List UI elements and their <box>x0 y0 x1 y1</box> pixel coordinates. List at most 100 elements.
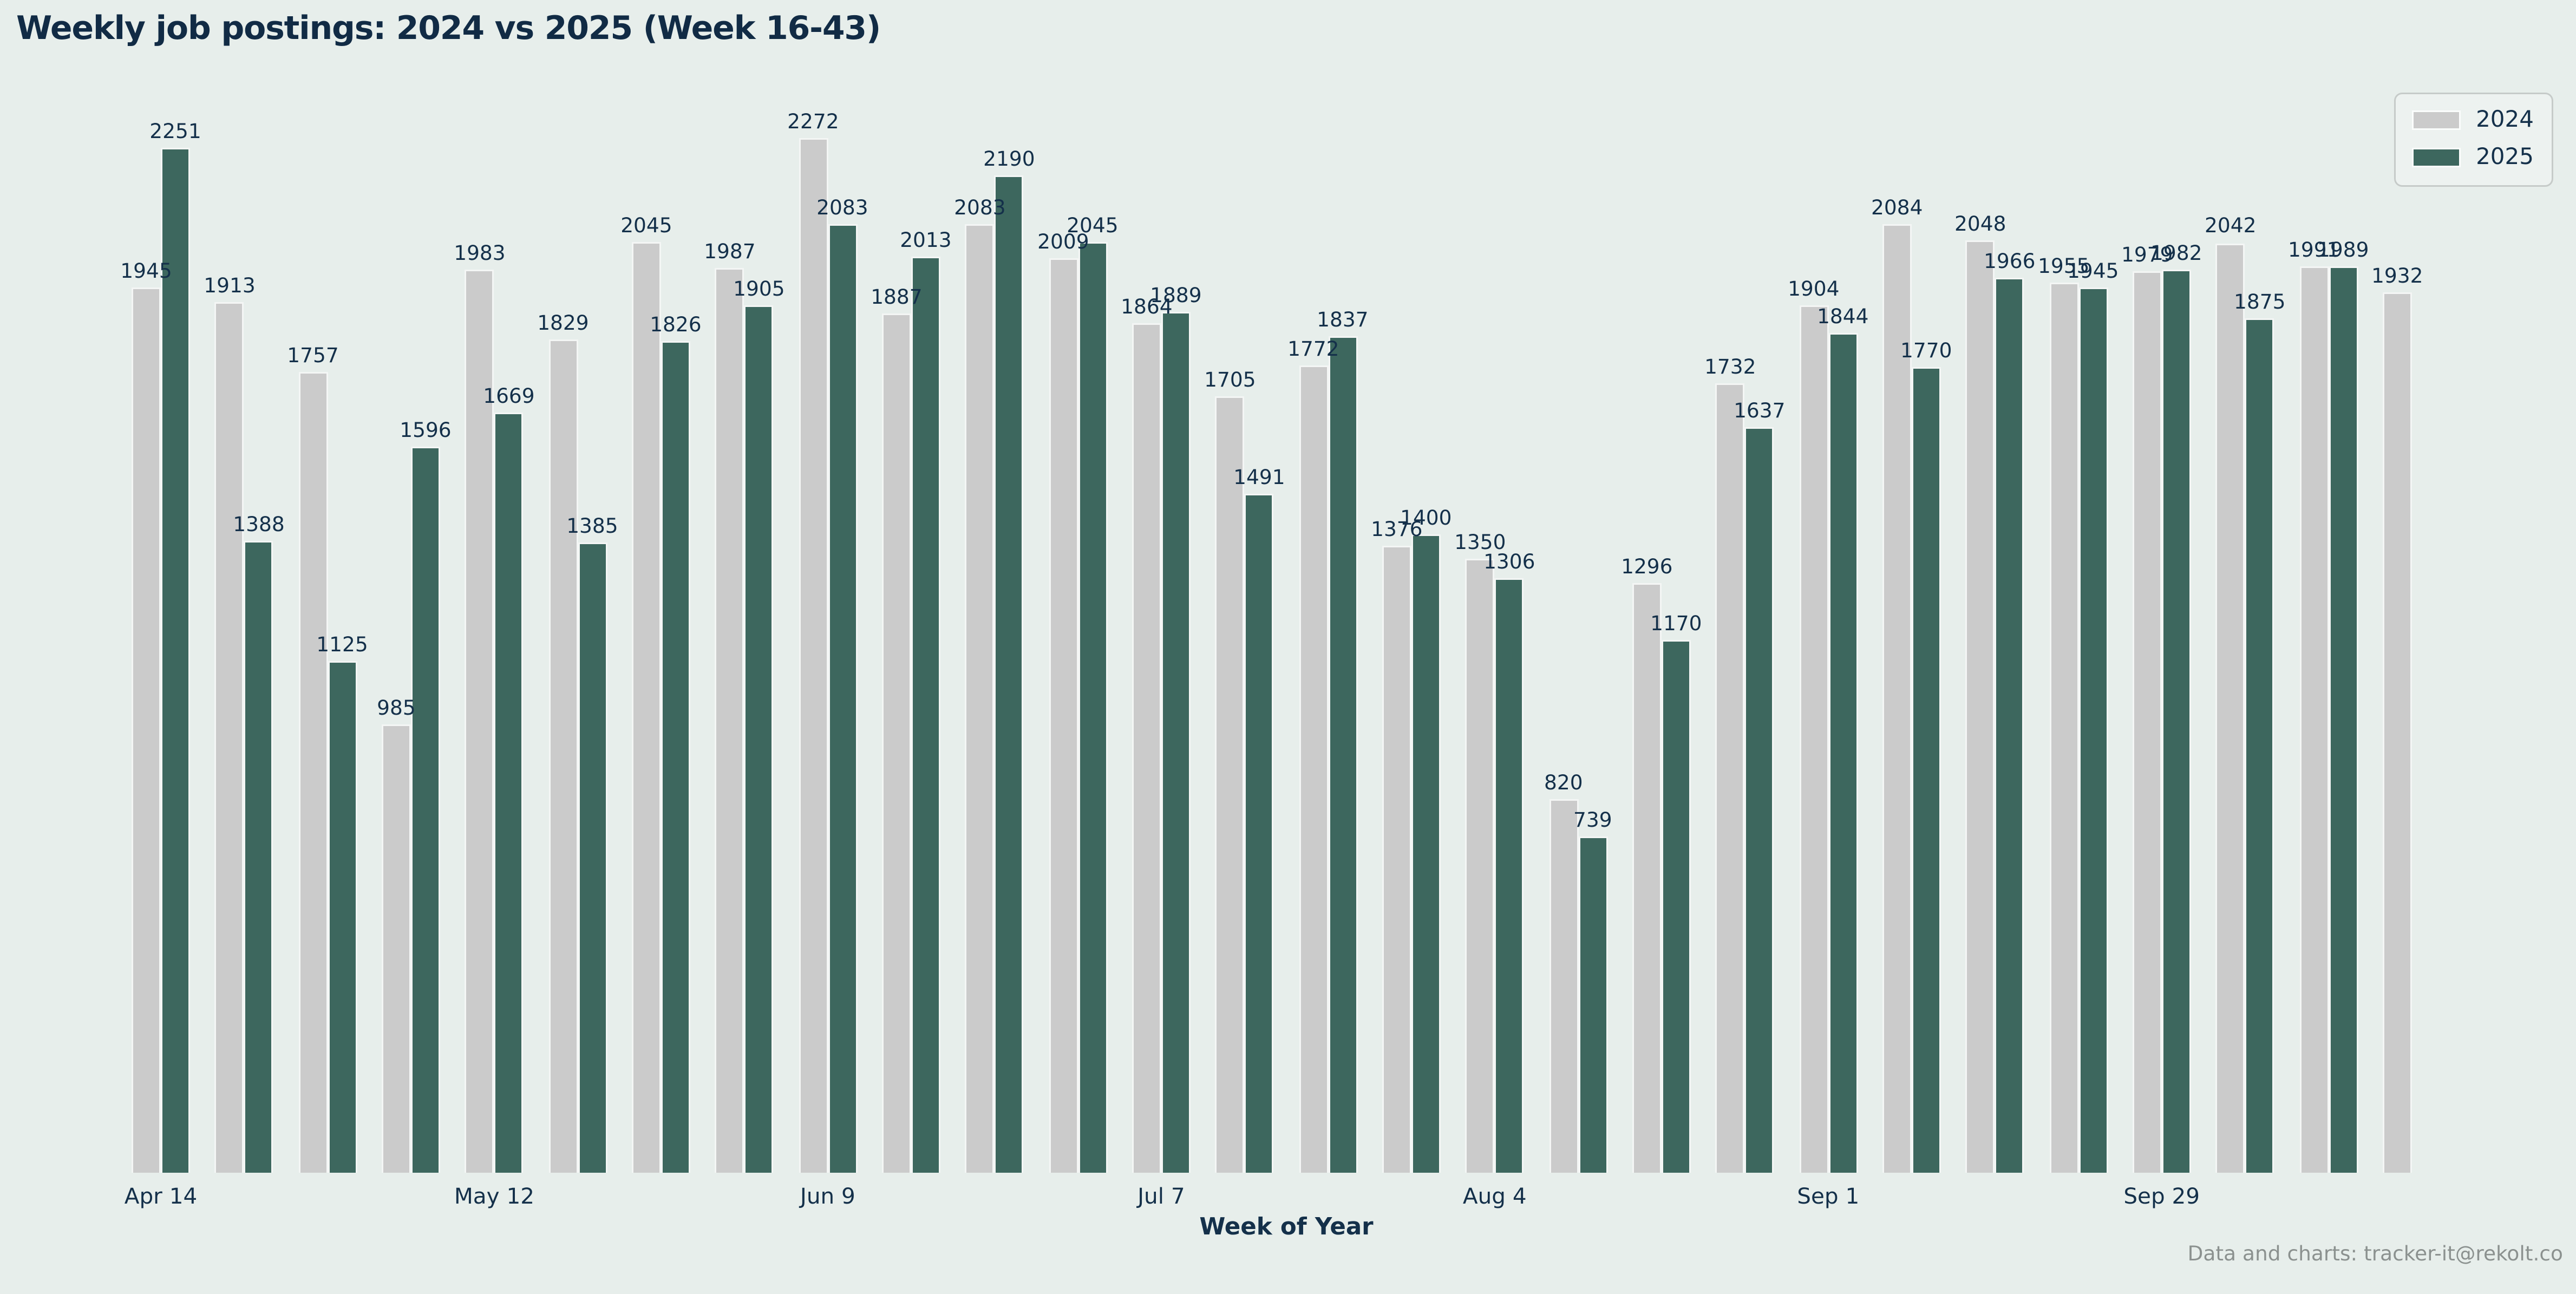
value-label-2025-group-13: 1491 <box>1233 464 1285 489</box>
x-axis-title: Week of Year <box>1199 1215 1374 1241</box>
bar-2024-group-1 <box>214 301 244 1173</box>
bar-2024-group-27 <box>2382 292 2412 1173</box>
legend: 2024 2025 <box>2395 93 2553 187</box>
bar-2024-group-21 <box>1882 224 1912 1173</box>
value-label-2024-group-16: 1350 <box>1454 528 1506 553</box>
bar-2024-group-13 <box>1215 396 1245 1173</box>
bar-2025-group-14 <box>1328 336 1357 1173</box>
bar-2024-group-14 <box>1298 365 1328 1173</box>
bar-2025-group-21 <box>1911 367 1941 1173</box>
bar-2025-group-7 <box>744 305 774 1173</box>
bar-2024-group-23 <box>2049 282 2078 1173</box>
legend-swatch-2024 <box>2412 110 2462 130</box>
value-label-2024-group-4: 1983 <box>454 240 506 265</box>
bar-2025-group-23 <box>2078 287 2108 1173</box>
bar-2025-group-15 <box>1411 535 1441 1173</box>
bar-2024-group-26 <box>2299 266 2329 1173</box>
bar-2024-group-12 <box>1132 324 1161 1173</box>
bar-2025-group-8 <box>827 224 857 1173</box>
value-label-2024-group-27: 1932 <box>2371 263 2423 288</box>
value-label-2024-group-10: 2083 <box>954 194 1006 219</box>
x-tick-jul-7: Jul 7 <box>1137 1184 1185 1210</box>
bar-2025-group-13 <box>1244 493 1274 1173</box>
bar-2024-group-22 <box>1965 240 1995 1173</box>
value-label-2025-group-1: 1388 <box>233 511 285 536</box>
value-label-2025-group-25: 1875 <box>2234 289 2286 314</box>
bar-2025-group-0 <box>161 147 190 1173</box>
value-label-2024-group-6: 2045 <box>620 212 672 237</box>
value-label-2025-group-22: 1966 <box>1984 248 2036 273</box>
value-label-2025-group-16: 1306 <box>1483 548 1535 573</box>
bar-2024-group-0 <box>132 287 161 1173</box>
bar-2025-group-25 <box>2245 318 2274 1173</box>
value-label-2025-group-14: 1837 <box>1317 306 1369 331</box>
bar-2025-group-11 <box>1077 241 1107 1173</box>
bar-2024-group-15 <box>1382 546 1411 1173</box>
value-label-2024-group-9: 1887 <box>871 284 923 309</box>
value-label-2025-group-11: 2045 <box>1067 212 1119 237</box>
value-label-2025-group-6: 1826 <box>650 312 702 337</box>
bar-2025-group-18 <box>1661 639 1691 1173</box>
bar-2025-group-22 <box>1995 277 2024 1173</box>
value-label-2025-group-19: 1637 <box>1734 398 1786 423</box>
bar-2024-group-10 <box>965 224 995 1173</box>
x-tick-jun-9: Jun 9 <box>800 1184 855 1210</box>
bar-2025-group-19 <box>1744 427 1774 1173</box>
value-label-2024-group-3: 985 <box>377 695 416 720</box>
bar-2024-group-8 <box>798 138 828 1173</box>
value-label-2024-group-11: 2009 <box>1037 228 1089 253</box>
value-label-2024-group-22: 2048 <box>1954 211 2006 236</box>
bar-2025-group-12 <box>1161 312 1191 1173</box>
value-label-2024-group-25: 2042 <box>2205 213 2257 238</box>
value-label-2025-group-10: 2190 <box>983 146 1035 171</box>
legend-item-2024: 2024 <box>2412 107 2534 133</box>
bar-2025-group-4 <box>494 413 524 1173</box>
x-tick-sep-29: Sep 29 <box>2123 1184 2200 1210</box>
bar-2024-group-16 <box>1465 558 1495 1173</box>
value-label-2025-group-15: 1400 <box>1400 506 1452 531</box>
value-label-2025-group-23: 1945 <box>2067 258 2119 283</box>
bar-2024-group-19 <box>1715 384 1745 1173</box>
value-label-2025-group-2: 1125 <box>316 631 368 656</box>
value-label-2024-group-24: 1979 <box>2121 242 2173 267</box>
legend-swatch-2025 <box>2412 148 2462 167</box>
value-label-2024-group-17: 820 <box>1544 770 1583 795</box>
value-label-2024-group-5: 1829 <box>537 310 589 335</box>
bar-2024-group-9 <box>881 313 911 1173</box>
value-label-2024-group-1: 1913 <box>204 272 256 297</box>
value-label-2025-group-8: 2083 <box>816 194 868 219</box>
value-label-2025-group-18: 1170 <box>1650 610 1702 635</box>
bar-2024-group-2 <box>298 372 328 1173</box>
value-label-2025-group-4: 1669 <box>483 383 535 408</box>
bar-2024-group-25 <box>2215 243 2245 1173</box>
value-label-2024-group-21: 2084 <box>1871 194 1923 219</box>
bar-2025-group-6 <box>661 341 690 1173</box>
bar-2024-group-6 <box>631 241 661 1173</box>
x-tick-apr-14: Apr 14 <box>124 1184 198 1210</box>
value-label-2024-group-20: 1904 <box>1788 276 1840 301</box>
x-tick-sep-1: Sep 1 <box>1797 1184 1860 1210</box>
bar-2024-group-17 <box>1548 799 1578 1173</box>
value-label-2024-group-19: 1732 <box>1704 355 1756 380</box>
bar-2024-group-18 <box>1632 582 1662 1173</box>
chart-title: Weekly job postings: 2024 vs 2025 (Week … <box>16 8 881 47</box>
value-label-2024-group-2: 1757 <box>287 343 339 368</box>
value-label-2024-group-7: 1987 <box>704 238 756 263</box>
x-tick-aug-4: Aug 4 <box>1462 1184 1527 1210</box>
value-label-2025-group-5: 1385 <box>566 513 618 538</box>
value-label-2024-group-23: 1955 <box>2038 253 2090 278</box>
value-label-2025-group-7: 1905 <box>733 276 785 300</box>
value-label-2025-group-17: 739 <box>1573 807 1612 832</box>
bar-2025-group-5 <box>577 542 607 1173</box>
value-label-2025-group-24: 1982 <box>2150 240 2202 265</box>
legend-item-2025: 2025 <box>2412 145 2534 171</box>
bar-2024-group-3 <box>381 724 411 1173</box>
bar-2024-group-5 <box>548 339 578 1173</box>
legend-label-2025: 2025 <box>2476 145 2534 171</box>
bar-2024-group-7 <box>715 267 744 1173</box>
bar-2025-group-3 <box>410 446 440 1173</box>
value-label-2024-group-26: 1991 <box>2288 237 2340 262</box>
value-label-2025-group-21: 1770 <box>1900 337 1952 362</box>
footer-credit: Data and charts: tracker-it@rekolt.co <box>2187 1241 2563 1265</box>
